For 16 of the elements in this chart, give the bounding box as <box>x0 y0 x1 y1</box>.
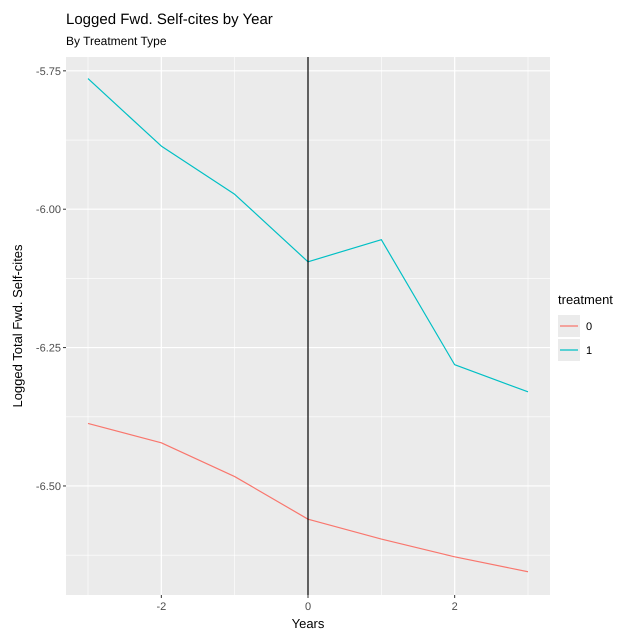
y-tick-label: -6.25 <box>36 342 61 355</box>
y-tick-label: -5.75 <box>36 66 61 78</box>
y-axis-title: Logged Total Fwd. Self-cites <box>10 244 25 408</box>
y-tick-label: -6.50 <box>36 480 61 493</box>
legend-label: 1 <box>586 345 592 357</box>
chart-subtitle: By Treatment Type <box>66 34 167 48</box>
y-tick-label: -6.00 <box>36 204 61 216</box>
legend-label: 0 <box>586 321 592 333</box>
x-tick-label: -2 <box>156 601 166 613</box>
legend-title: treatment <box>558 292 614 307</box>
chart-title: Logged Fwd. Self-cites by Year <box>66 11 273 28</box>
x-axis-title: Years <box>292 616 325 631</box>
line-series <box>87 78 529 392</box>
x-tick-label: 2 <box>452 601 458 613</box>
x-tick-label: 0 <box>304 601 312 613</box>
line-series <box>87 422 529 572</box>
